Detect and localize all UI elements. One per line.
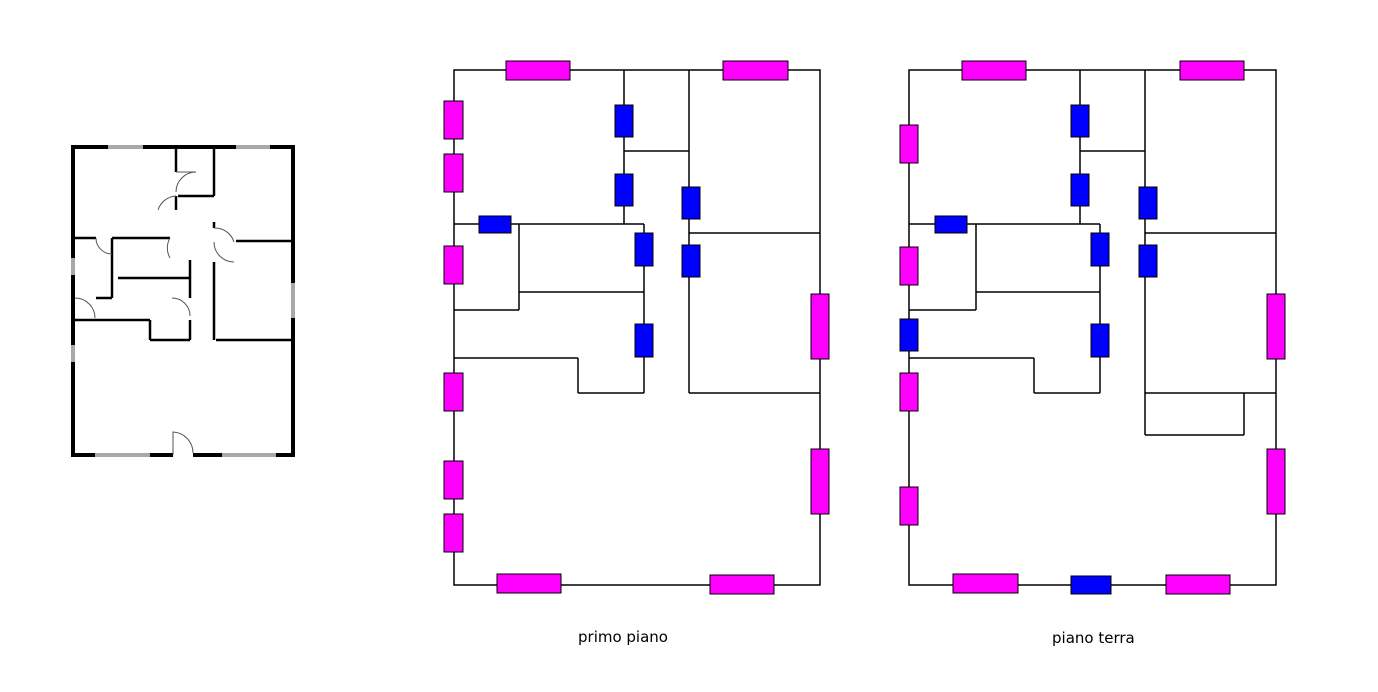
first-floor-windows — [443, 60, 830, 595]
window — [961, 60, 1027, 81]
door — [934, 215, 968, 234]
window — [1266, 448, 1286, 515]
window — [899, 372, 919, 412]
window — [722, 60, 789, 81]
ground-floor-doors — [899, 104, 1158, 595]
door — [899, 318, 919, 352]
window — [810, 293, 830, 360]
window — [443, 245, 464, 285]
door — [478, 215, 512, 234]
window — [709, 574, 775, 595]
door — [1070, 104, 1090, 138]
door — [634, 323, 654, 358]
first-floor-doors — [478, 104, 701, 358]
ground-floor-plan — [899, 60, 1286, 595]
door — [1138, 244, 1158, 278]
door — [681, 244, 701, 278]
window — [899, 124, 919, 164]
window — [899, 486, 919, 526]
window — [443, 372, 464, 412]
first-floor-plan — [443, 60, 830, 595]
window — [810, 448, 830, 515]
ground-floor-caption: piano terra — [1052, 629, 1135, 647]
door — [1090, 323, 1110, 358]
window — [1266, 293, 1286, 360]
window — [443, 513, 464, 553]
window — [899, 246, 919, 286]
window — [1179, 60, 1245, 81]
sketch-windows — [71, 145, 295, 457]
ground-floor-windows — [899, 60, 1286, 595]
window — [443, 100, 464, 140]
window — [443, 460, 464, 500]
reference-floor-plan-sketch — [71, 145, 295, 458]
door — [614, 104, 634, 138]
sketch-interior-walls — [75, 149, 293, 342]
door — [1070, 173, 1090, 207]
door — [1090, 232, 1110, 267]
sketch-outer-wall — [71, 145, 295, 457]
window — [443, 153, 464, 193]
door — [681, 186, 701, 220]
door — [634, 232, 654, 267]
sketch-door-swings — [74, 171, 235, 455]
window — [496, 573, 562, 594]
door — [614, 173, 634, 207]
door — [1070, 575, 1112, 595]
window — [952, 573, 1019, 594]
first-floor-caption: primo piano — [578, 628, 668, 646]
window — [505, 60, 571, 81]
door — [1138, 186, 1158, 220]
window — [1165, 574, 1231, 595]
